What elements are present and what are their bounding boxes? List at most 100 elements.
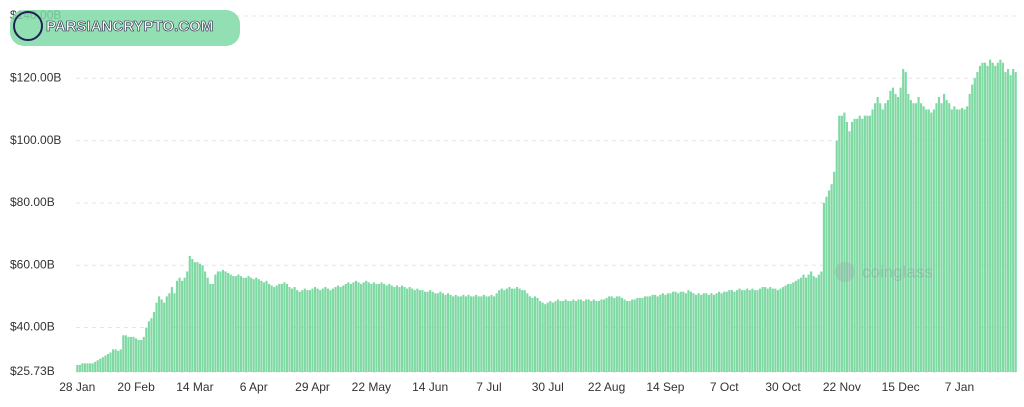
- bar: [475, 294, 478, 372]
- bar: [316, 288, 319, 372]
- watermark-icon: [835, 262, 855, 282]
- bar: [641, 297, 644, 372]
- bar: [955, 109, 958, 372]
- bar: [779, 288, 782, 372]
- bar: [597, 301, 600, 372]
- bar: [536, 297, 539, 372]
- bar: [804, 277, 808, 372]
- bar: [83, 363, 87, 372]
- bar: [490, 294, 493, 372]
- bar: [684, 293, 687, 372]
- bar: [991, 62, 994, 373]
- bar: [666, 293, 670, 372]
- bar: [449, 294, 452, 372]
- bar: [937, 97, 941, 373]
- bar: [114, 349, 117, 372]
- bar: [654, 294, 657, 372]
- bar: [1001, 62, 1005, 373]
- bar: [710, 293, 713, 372]
- bar: [692, 293, 695, 372]
- source-watermark: coinglass: [835, 262, 933, 282]
- bar: [958, 109, 961, 372]
- bar: [743, 290, 746, 372]
- bar: [702, 293, 705, 372]
- x-tick-label: 14 Sep: [646, 380, 684, 394]
- bar: [91, 363, 94, 372]
- bar: [260, 280, 263, 372]
- bar: [480, 296, 483, 372]
- bar: [296, 290, 299, 372]
- bar: [495, 293, 498, 372]
- x-tick-label: 20 Feb: [117, 380, 155, 394]
- bar: [973, 78, 976, 373]
- x-tick-label: 29 Apr: [295, 380, 330, 394]
- bar: [983, 62, 987, 373]
- bar: [344, 283, 347, 372]
- bar: [173, 293, 176, 372]
- bar: [372, 282, 375, 372]
- bar: [546, 302, 549, 372]
- bar: [971, 84, 974, 372]
- y-tick-label: $120.00B: [10, 70, 61, 84]
- bar: [960, 107, 964, 372]
- bar: [198, 263, 202, 372]
- y-tick-label: $80.00B: [10, 195, 55, 209]
- bar: [579, 299, 583, 372]
- bar: [140, 340, 143, 372]
- bar: [485, 296, 488, 372]
- bar: [761, 287, 764, 372]
- bar: [273, 287, 276, 372]
- bar: [1006, 68, 1010, 372]
- x-tick-label: 22 May: [352, 380, 391, 394]
- bar: [94, 361, 97, 372]
- bar: [697, 293, 700, 372]
- bar: [431, 291, 434, 372]
- bar: [505, 288, 508, 372]
- bar: [605, 297, 608, 372]
- bar: [339, 287, 342, 372]
- bar: [270, 285, 273, 372]
- bar: [879, 103, 882, 372]
- bar: [137, 340, 140, 372]
- bar: [124, 335, 127, 372]
- bar: [822, 202, 826, 372]
- bar: [735, 290, 739, 372]
- bar: [165, 296, 168, 372]
- watermark-logo: [13, 11, 43, 41]
- bar: [142, 336, 145, 372]
- bar: [672, 291, 675, 372]
- x-tick-label: 22 Nov: [823, 380, 861, 394]
- bar: [513, 288, 516, 372]
- bar: [352, 282, 355, 372]
- bar: [1012, 68, 1015, 372]
- bar: [380, 282, 383, 372]
- bar: [385, 285, 388, 372]
- bar: [342, 285, 345, 372]
- bar: [101, 357, 104, 372]
- bar: [117, 350, 120, 372]
- bar: [416, 288, 419, 372]
- bar: [301, 290, 304, 372]
- bar: [922, 106, 925, 373]
- bar: [935, 103, 938, 372]
- bar: [516, 287, 519, 372]
- bar: [912, 103, 915, 372]
- bar: [88, 363, 92, 372]
- bar: [109, 352, 112, 372]
- bar: [349, 283, 352, 372]
- bar: [390, 285, 393, 372]
- bar: [147, 321, 150, 372]
- bar: [833, 171, 836, 372]
- bar: [669, 293, 672, 372]
- bar: [799, 277, 803, 372]
- bar: [388, 283, 391, 372]
- bar: [303, 288, 306, 372]
- bar: [324, 287, 327, 372]
- bar: [845, 121, 849, 373]
- bar: [720, 293, 723, 372]
- bar: [472, 296, 475, 372]
- bar: [413, 290, 416, 372]
- bar: [920, 103, 923, 372]
- bar: [267, 283, 271, 372]
- bar: [705, 293, 708, 372]
